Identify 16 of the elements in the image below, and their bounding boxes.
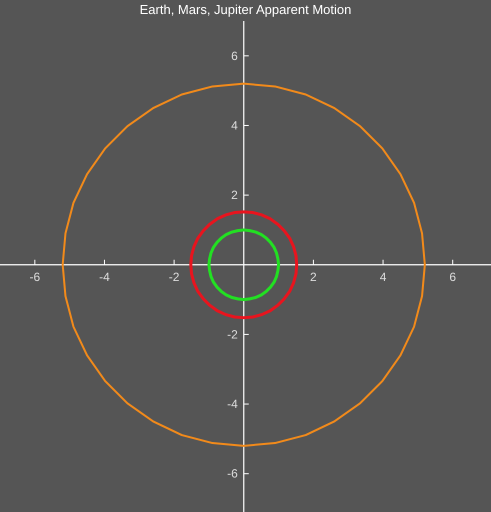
y-tick-label: -6 — [227, 466, 238, 481]
x-tick-label: -6 — [29, 270, 40, 284]
x-tick-label: 6 — [449, 270, 456, 284]
line-series — [207, 228, 280, 302]
line-series — [189, 210, 298, 320]
y-tick-label: -2 — [227, 327, 238, 342]
y-tick-label: -4 — [227, 397, 238, 412]
y-tick-label: 6 — [231, 48, 238, 63]
y-tick-label: 2 — [231, 188, 238, 202]
x-tick-label: 4 — [380, 270, 387, 284]
x-tick-label: 2 — [310, 270, 318, 284]
line-series — [62, 82, 426, 447]
chart-title: Earth, Mars, Jupiter Apparent Motion — [140, 2, 352, 17]
x-tick-label: -4 — [99, 270, 110, 284]
y-tick-label: 4 — [231, 118, 238, 132]
x-tick-label: -2 — [168, 270, 180, 284]
